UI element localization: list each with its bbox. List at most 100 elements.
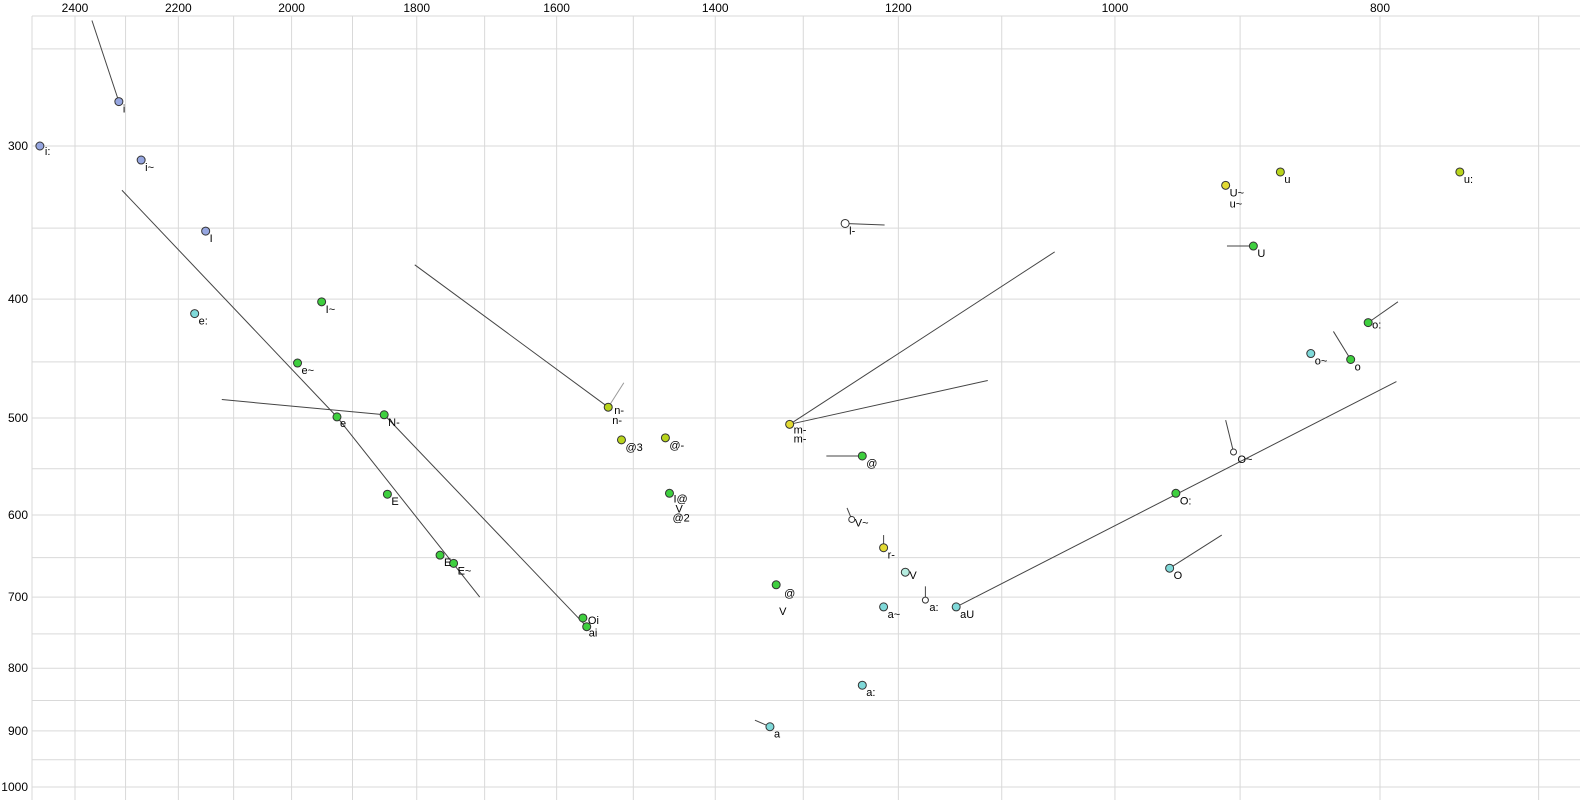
point-label: I — [210, 233, 213, 245]
data-point[interactable] — [1275, 167, 1285, 177]
y-tick-label: 700 — [8, 590, 28, 604]
x-tick-label: 800 — [1370, 1, 1390, 15]
point-label: a: — [866, 687, 875, 699]
trajectory-line — [1225, 419, 1234, 453]
y-tick-label: 300 — [8, 139, 28, 153]
data-point[interactable] — [1248, 241, 1258, 251]
data-point[interactable] — [857, 680, 867, 690]
x-tick-label: 1400 — [702, 1, 729, 15]
trajectory-line — [845, 222, 885, 226]
data-point[interactable] — [1171, 488, 1181, 498]
data-point[interactable] — [1165, 563, 1175, 573]
trajectory-line — [789, 251, 1055, 425]
point-label: i: — [45, 146, 51, 158]
data-point[interactable] — [332, 412, 342, 422]
point-label: a~ — [888, 609, 901, 621]
trajectory-line — [383, 414, 588, 628]
data-point[interactable] — [1346, 354, 1356, 364]
data-point[interactable] — [578, 613, 588, 623]
point-label: @- — [669, 440, 684, 452]
trajectory-line — [789, 379, 988, 425]
data-point[interactable] — [1455, 167, 1465, 177]
data-point[interactable] — [1306, 349, 1316, 359]
data-point[interactable] — [785, 419, 795, 429]
data-point[interactable] — [582, 622, 592, 632]
data-point[interactable] — [765, 722, 775, 732]
point-label: m- — [794, 433, 807, 445]
point-label: U~ — [1230, 187, 1244, 199]
x-tick-label: 2400 — [62, 1, 89, 15]
data-point[interactable] — [317, 297, 327, 307]
data-point[interactable] — [1221, 180, 1231, 190]
point-label: Oi — [588, 615, 599, 627]
data-point[interactable] — [900, 567, 910, 577]
data-point[interactable] — [921, 596, 929, 604]
data-points — [35, 97, 1465, 732]
point-label: V~ — [855, 517, 869, 529]
data-point[interactable] — [382, 489, 392, 499]
data-point[interactable] — [1230, 448, 1238, 456]
y-tick-label: 600 — [8, 508, 28, 522]
point-label: i~ — [145, 162, 154, 174]
data-point[interactable] — [840, 218, 850, 228]
trajectory-line — [414, 264, 609, 408]
data-point[interactable] — [136, 155, 146, 165]
data-point[interactable] — [664, 488, 674, 498]
point-label: u — [1284, 174, 1290, 186]
x-tick-label: 1000 — [1102, 1, 1129, 15]
data-point[interactable] — [1363, 318, 1373, 328]
data-point[interactable] — [771, 580, 781, 590]
data-point[interactable] — [603, 402, 613, 412]
y-tick-label: 800 — [8, 661, 28, 675]
data-point[interactable] — [879, 602, 889, 612]
point-label: l- — [849, 225, 855, 237]
y-tick-label: 900 — [8, 724, 28, 738]
x-tick-label: 1200 — [885, 1, 912, 15]
point-label: E — [444, 557, 451, 569]
data-point[interactable] — [660, 433, 670, 443]
y-tick-label: 1000 — [1, 780, 28, 794]
point-label: o: — [1372, 320, 1381, 332]
data-point[interactable] — [848, 515, 856, 523]
data-point[interactable] — [449, 558, 459, 568]
point-label: ai — [589, 628, 598, 640]
data-point[interactable] — [190, 309, 200, 319]
point-label: E~ — [458, 565, 472, 577]
point-label: u: — [1464, 174, 1473, 186]
trajectory-line — [91, 20, 120, 102]
point-label: O~ — [1238, 454, 1253, 466]
point-label: a: — [929, 602, 938, 614]
trajectory-line — [121, 189, 338, 418]
point-label-secondary: I@ — [673, 493, 687, 505]
axis-labels: 2400 2200 2000 1800 1600 1400 1200 1000 800 300 40… — [1, 1, 1390, 794]
data-point[interactable] — [293, 358, 303, 368]
point-label: r- — [888, 550, 896, 562]
trajectory-line — [1367, 301, 1399, 324]
data-point[interactable] — [35, 141, 45, 151]
point-label: @2 — [672, 512, 689, 524]
data-point[interactable] — [951, 602, 961, 612]
point-label: e~ — [302, 365, 315, 377]
data-point[interactable] — [114, 97, 124, 107]
x-tick-label: 1800 — [403, 1, 430, 15]
x-tick-label: 2200 — [165, 1, 192, 15]
trajectory-line — [1169, 534, 1223, 569]
point-label: i — [123, 104, 125, 116]
data-point[interactable] — [201, 226, 211, 236]
data-point[interactable] — [857, 451, 867, 461]
point-label: E — [391, 496, 398, 508]
trajectory-line — [221, 399, 385, 416]
trajectory-lines — [91, 20, 1399, 728]
trajectory-line — [1332, 331, 1352, 360]
point-label: @3 — [625, 442, 642, 454]
point-label: N- — [388, 417, 400, 429]
data-point[interactable] — [435, 550, 445, 560]
data-point[interactable] — [379, 410, 389, 420]
point-label: aU — [960, 609, 974, 621]
data-point[interactable] — [616, 435, 626, 445]
point-label: O — [1174, 570, 1183, 582]
data-point[interactable] — [879, 543, 889, 553]
